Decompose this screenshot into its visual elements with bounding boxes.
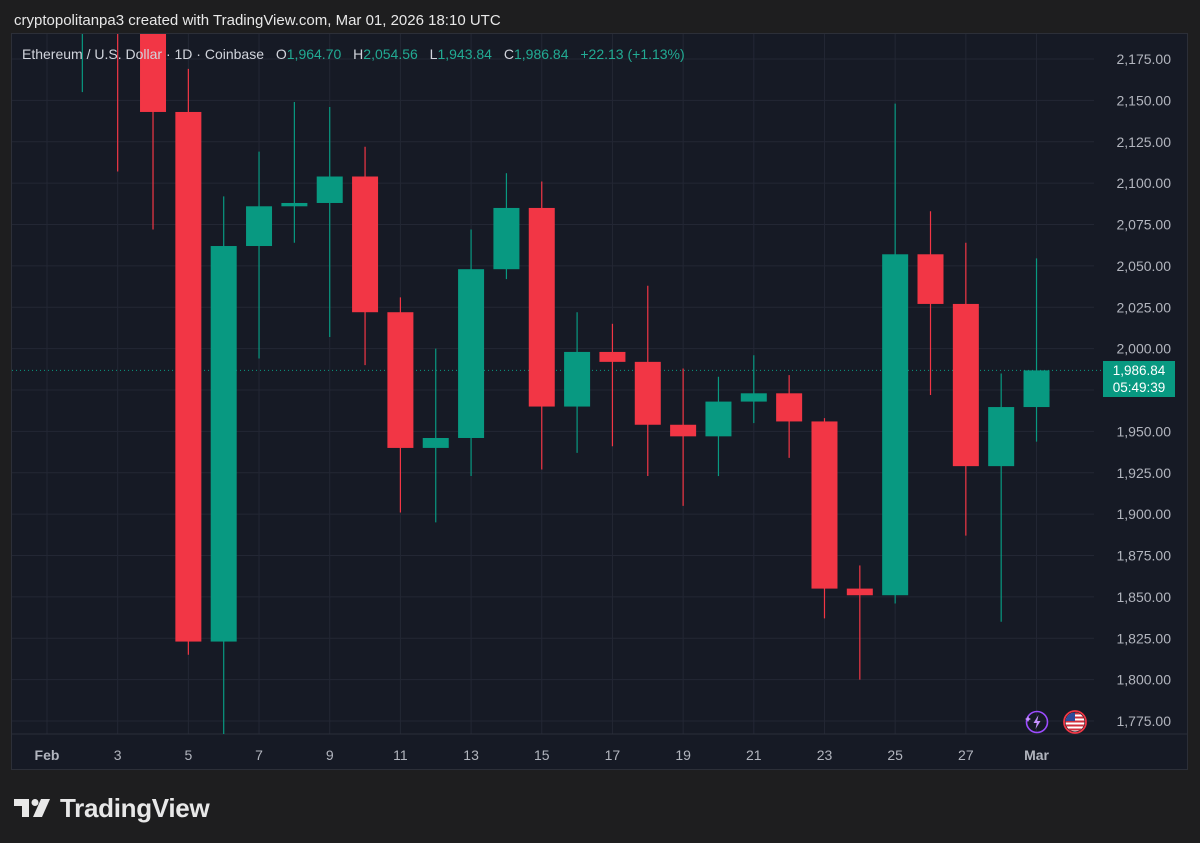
x-tick-label: Mar xyxy=(1024,747,1049,763)
x-tick-label: 3 xyxy=(114,747,122,763)
open-value: 1,964.70 xyxy=(286,46,342,62)
y-tick-label: 1,900.00 xyxy=(1117,506,1172,522)
y-tick-label: 1,875.00 xyxy=(1117,548,1172,564)
low-key: L xyxy=(429,46,438,62)
candle-body-down xyxy=(528,207,555,407)
chart-bottom-icons xyxy=(1017,710,1097,734)
y-tick-label: 1,825.00 xyxy=(1117,630,1172,646)
candle-body-down xyxy=(387,312,414,448)
x-tick-label: 15 xyxy=(534,747,550,763)
candle-body-up xyxy=(564,351,591,407)
candle-body-up xyxy=(988,407,1015,467)
candle-body-up xyxy=(882,254,909,596)
y-tick-label: 2,100.00 xyxy=(1117,175,1172,191)
candle-body-up xyxy=(493,207,520,270)
x-tick-label: 11 xyxy=(393,747,408,763)
chart-panel[interactable]: 2,175.00 2,150.00 2,125.00 2,100.00 2,075.00… xyxy=(11,33,1188,770)
x-tick-label: 7 xyxy=(255,747,263,763)
bar-countdown: 05:49:39 xyxy=(1112,380,1166,395)
y-tick-label: 1,850.00 xyxy=(1117,589,1172,605)
x-tick-label: Feb xyxy=(35,747,60,763)
y-tick-label: 2,125.00 xyxy=(1117,134,1172,150)
candle-body-up xyxy=(705,401,732,437)
x-tick-label: 19 xyxy=(675,747,691,763)
chart-legend: Ethereum / U.S. Dollar · 1D · Coinbase O… xyxy=(22,46,685,62)
flash-icon[interactable] xyxy=(1025,710,1049,734)
close-value: 1,986.84 xyxy=(513,46,569,62)
attribution-header: cryptopolitanpa3 created with TradingVie… xyxy=(14,12,501,29)
candle-body-down xyxy=(952,303,979,467)
candle-body-up xyxy=(1023,370,1050,408)
x-tick-label: 9 xyxy=(326,747,334,763)
candle-body-down xyxy=(140,34,167,112)
x-tick-label: 23 xyxy=(817,747,833,763)
y-tick-label: 1,925.00 xyxy=(1117,465,1172,481)
y-tick-label: 2,025.00 xyxy=(1117,299,1172,315)
last-price-tag: 1,986.84 05:49:39 xyxy=(1103,361,1175,397)
candle-body-up xyxy=(740,393,767,402)
brand-name: TradingView xyxy=(60,792,210,823)
candle-body-up xyxy=(316,176,343,203)
candles-group xyxy=(81,34,1050,734)
candle-body-up xyxy=(422,437,449,448)
y-tick-label: 1,775.00 xyxy=(1117,713,1172,729)
candle-body-down xyxy=(776,393,803,422)
candle-body-up xyxy=(281,202,308,207)
candle-body-down xyxy=(599,351,626,362)
open-key: O xyxy=(275,46,287,62)
y-tick-label: 1,950.00 xyxy=(1117,423,1172,439)
x-tick-label: 25 xyxy=(887,747,903,763)
y-tick-label: 1,800.00 xyxy=(1117,672,1172,688)
x-tick-label: 21 xyxy=(746,747,762,763)
candle-body-up xyxy=(246,206,273,247)
x-tick-label: 17 xyxy=(605,747,621,763)
y-tick-label: 2,075.00 xyxy=(1117,217,1172,233)
y-tick-label: 2,050.00 xyxy=(1117,258,1172,274)
x-tick-label: 5 xyxy=(184,747,192,763)
y-tick-label: 2,150.00 xyxy=(1117,92,1172,108)
high-key: H xyxy=(353,46,364,62)
y-tick-label: 2,175.00 xyxy=(1117,51,1172,67)
last-price-value: 1,986.84 xyxy=(1112,363,1166,378)
candle-body-down xyxy=(175,111,202,642)
candlestick-chart[interactable]: 2,175.00 2,150.00 2,125.00 2,100.00 2,075.00… xyxy=(12,34,1188,770)
candle-body-down xyxy=(811,421,838,589)
candle-body-down xyxy=(846,588,873,596)
y-tick-label: 2,000.00 xyxy=(1117,341,1172,357)
us-flag-icon[interactable] xyxy=(1063,710,1087,734)
brand-footer: TradingView xyxy=(14,792,210,823)
candle-body-up xyxy=(458,269,485,438)
x-tick-label: 13 xyxy=(463,747,479,763)
candle-body-down xyxy=(917,254,944,304)
candle-body-down xyxy=(670,424,697,437)
x-tick-label: 27 xyxy=(958,747,974,763)
candle-body-down xyxy=(634,361,661,425)
low-value: 1,943.84 xyxy=(437,46,492,62)
symbol-label[interactable]: Ethereum / U.S. Dollar · 1D · Coinbase xyxy=(22,46,264,62)
candle-body-up xyxy=(210,246,237,642)
high-value: 2,054.56 xyxy=(363,46,418,62)
candle-body-down xyxy=(352,176,379,313)
close-key: C xyxy=(503,46,514,62)
tradingview-logo-icon xyxy=(14,799,50,817)
change-value: +22.13 (+1.13%) xyxy=(580,46,685,62)
